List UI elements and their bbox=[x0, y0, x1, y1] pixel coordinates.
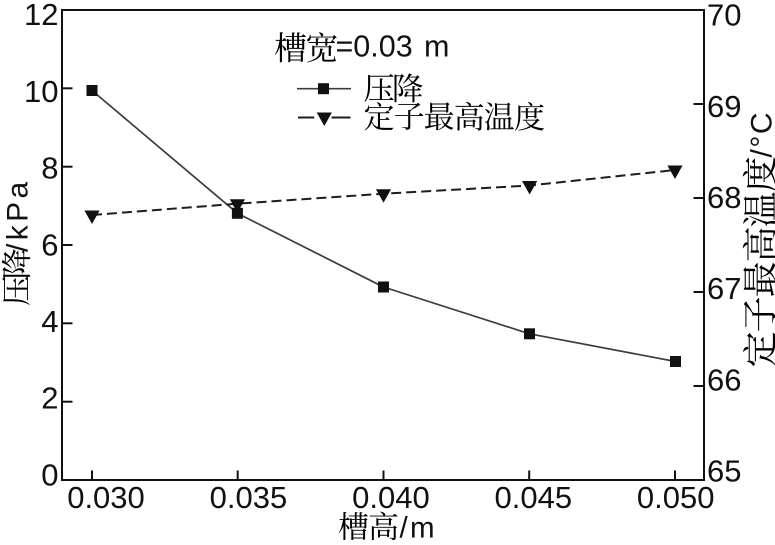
svg-text:/kPa: /kPa bbox=[2, 178, 35, 252]
svg-text:/: / bbox=[400, 511, 409, 540]
svg-text:68: 68 bbox=[707, 180, 741, 215]
svg-text:0: 0 bbox=[41, 457, 58, 492]
svg-text:/°C: /°C bbox=[746, 111, 775, 158]
svg-text:6: 6 bbox=[41, 227, 58, 262]
svg-text:8: 8 bbox=[41, 151, 58, 186]
svg-text:0.040: 0.040 bbox=[352, 480, 430, 515]
svg-text:10: 10 bbox=[24, 74, 58, 109]
svg-text:4: 4 bbox=[41, 304, 58, 339]
svg-text:m: m bbox=[424, 30, 449, 64]
svg-text:=0.03: =0.03 bbox=[336, 30, 413, 64]
svg-text:0.045: 0.045 bbox=[495, 480, 573, 515]
svg-text:2: 2 bbox=[41, 381, 58, 416]
svg-text:70: 70 bbox=[707, 0, 741, 33]
svg-text:67: 67 bbox=[707, 271, 741, 306]
svg-text:69: 69 bbox=[707, 89, 741, 124]
svg-text:0.050: 0.050 bbox=[637, 480, 715, 515]
svg-text:66: 66 bbox=[707, 362, 741, 397]
svg-text:0.030: 0.030 bbox=[67, 480, 145, 515]
svg-text:m: m bbox=[410, 511, 435, 540]
svg-text:12: 12 bbox=[24, 0, 58, 32]
svg-text:0.035: 0.035 bbox=[210, 480, 288, 515]
